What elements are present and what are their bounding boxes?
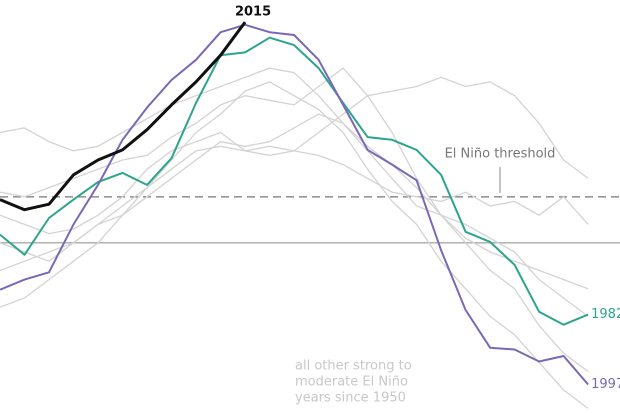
reference-label: El Niño threshold — [445, 146, 556, 161]
background-label: moderate El Niño — [295, 375, 408, 390]
series-line — [0, 36, 589, 326]
background-line — [0, 113, 589, 317]
series-line — [0, 21, 247, 212]
background-label: all other strong to — [295, 359, 412, 374]
background-line — [0, 67, 589, 290]
background-line — [0, 81, 589, 409]
background-label: years since 1950 — [295, 391, 406, 406]
background-line — [0, 145, 589, 308]
series-label: 1997 — [591, 377, 620, 392]
series-label: 2015 — [235, 5, 271, 20]
series-label: 1982 — [591, 307, 620, 322]
series-line — [0, 23, 589, 386]
background-line — [0, 67, 589, 373]
